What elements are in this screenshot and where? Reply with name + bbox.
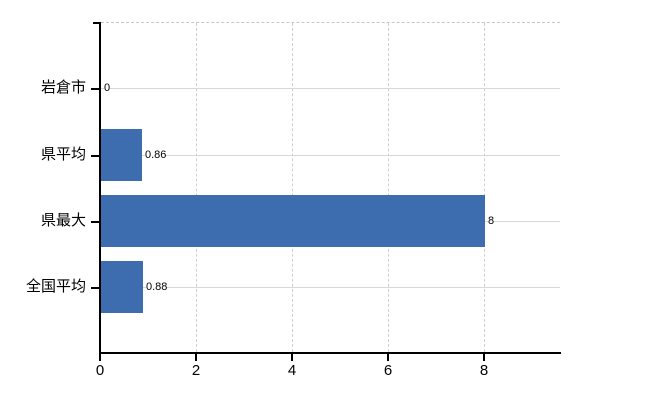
x-axis-tick [99,354,101,361]
value-label: 0.86 [145,148,167,162]
bar [101,195,485,247]
y-axis-tick [91,155,99,157]
y-axis-tick [91,221,99,223]
x-tick-label: 2 [191,362,201,379]
y-axis-top-tick [93,22,100,24]
y-axis-tick [91,287,99,289]
value-label: 8 [488,214,495,228]
x-axis-tick [291,354,293,361]
x-gridline [196,23,197,352]
x-axis-tick [483,354,485,361]
x-tick-label: 8 [479,362,489,379]
category-label: 県最大 [40,212,86,229]
y-axis-tick [91,88,99,90]
category-label: 県平均 [40,146,86,163]
x-tick-label: 6 [383,362,393,379]
value-label: 0.88 [146,280,168,294]
category-gridline [101,287,560,288]
x-gridline [388,23,389,352]
bar [101,129,142,181]
category-gridline [101,155,560,156]
x-axis-tick [195,354,197,361]
x-gridline [292,23,293,352]
category-label: 全国平均 [25,278,86,295]
category-gridline [101,88,560,89]
value-label: 0 [104,81,111,95]
x-tick-label: 4 [287,362,297,379]
plot-top-border [101,22,560,23]
y-axis-line [99,22,101,355]
category-label: 岩倉市 [40,79,86,96]
x-axis-tick [387,354,389,361]
x-axis-line [99,352,561,354]
bar [101,261,143,313]
x-tick-label: 0 [95,362,105,379]
x-gridline [484,23,485,352]
